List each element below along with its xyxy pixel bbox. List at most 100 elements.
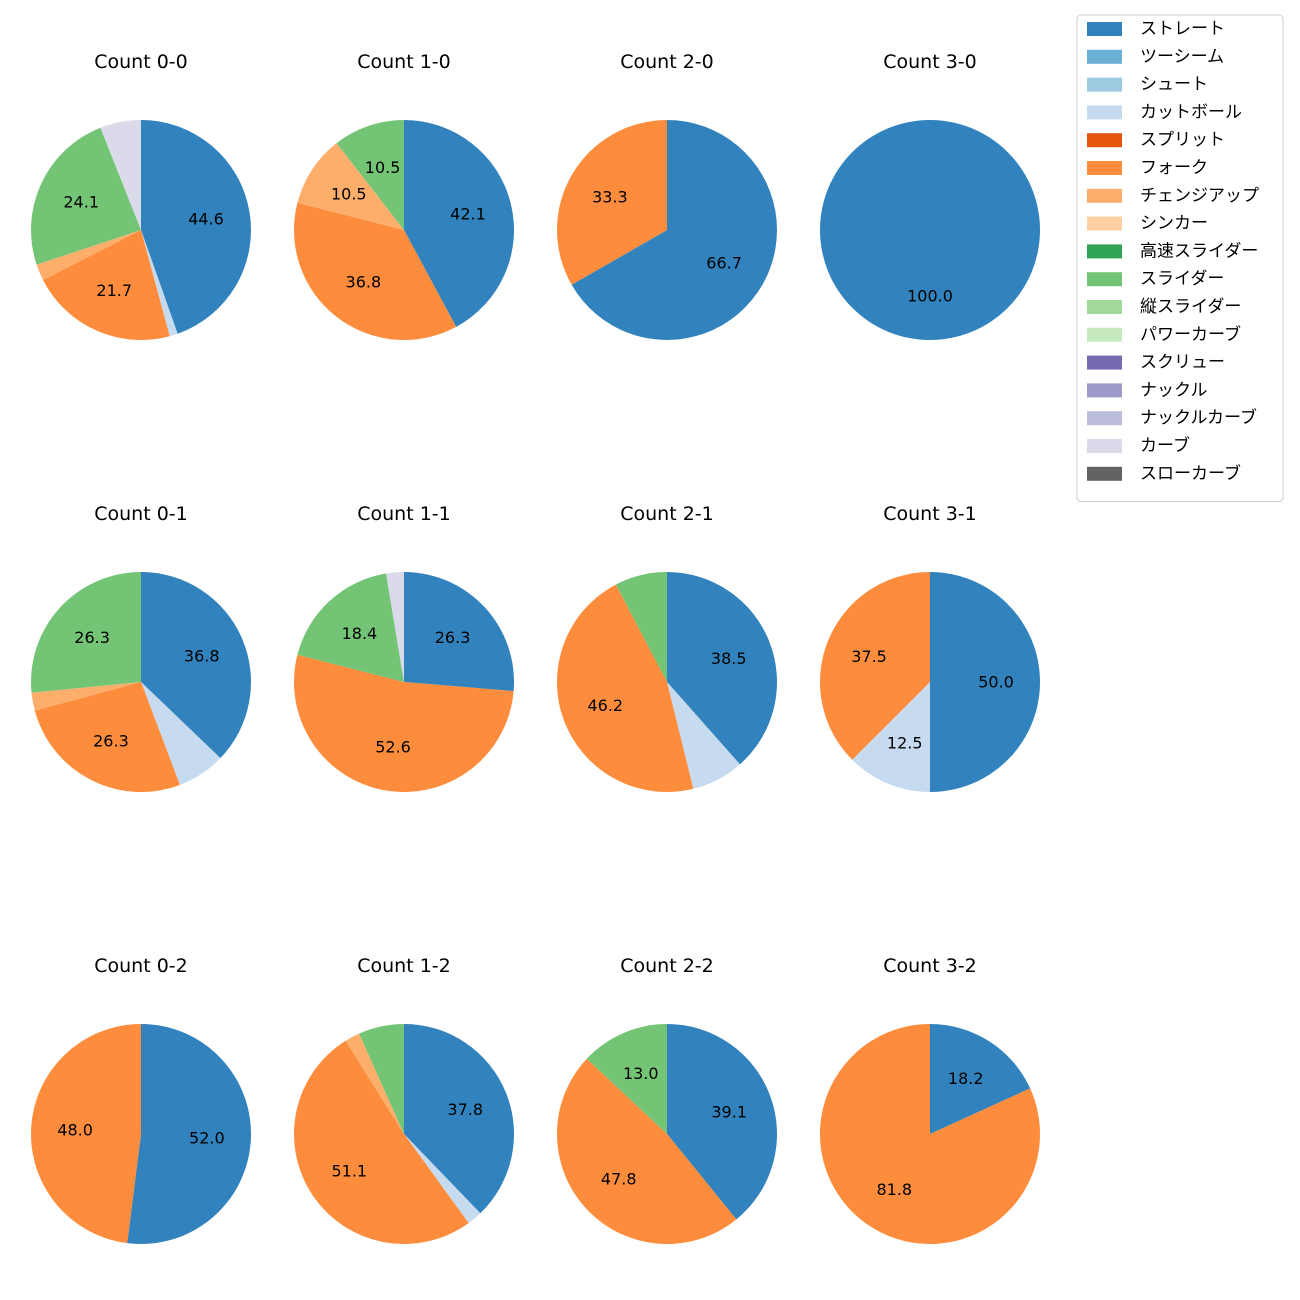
legend-item: スクリュー — [1087, 353, 1225, 373]
pie-slice-5 — [359, 1024, 404, 1134]
legend-item: ナックルカーブ — [1087, 407, 1257, 428]
legend-label: 高速スライダー — [1140, 241, 1258, 261]
legend-label: スローカーブ — [1140, 463, 1241, 484]
pie-slice-2 — [820, 1024, 1040, 1244]
legend: ストレートツーシームシュートカットボールスプリットフォークチェンジアップシンカー… — [1076, 14, 1284, 503]
pie-slice-1 — [141, 572, 251, 759]
legend-label: ツーシーム — [1140, 47, 1224, 67]
legend-swatch — [1087, 466, 1122, 481]
pie-title: Count 1-1 — [357, 503, 451, 525]
legend-item: 縦スライダー — [1087, 297, 1241, 317]
pie-chart-11: Count 2-2 39.1 47.8 13.0 — [556, 955, 777, 1245]
legend-item: スプリット — [1087, 130, 1225, 150]
legend-swatch — [1087, 272, 1122, 287]
pie-slice-1 — [404, 120, 514, 327]
pie-slice-6 — [100, 120, 141, 230]
pie-title: Count 3-2 — [883, 955, 977, 977]
legend-swatch — [1087, 411, 1122, 426]
legend-label: スプリット — [1140, 130, 1225, 150]
pie-title: Count 1-2 — [357, 955, 451, 977]
legend-swatch — [1087, 77, 1122, 92]
pie-slice-2 — [141, 230, 178, 337]
pie-chart-8: Count 3-1 50.0 12.5 37.5 — [820, 503, 1040, 792]
pie-title: Count 3-1 — [883, 503, 977, 525]
pie-title: Count 0-0 — [94, 51, 188, 73]
pie-charts: Count 0-0 44.6 21.7 24.1 Count 1-0 42.1 36.8 10… — [30, 51, 1040, 1245]
pie-slice-1 — [667, 1024, 777, 1220]
pie-slice-2 — [141, 682, 221, 785]
slice-value-label: 21.7 — [96, 281, 132, 300]
legend-frame — [1076, 14, 1284, 503]
pie-slice-2 — [294, 654, 514, 792]
slice-value-label: 26.3 — [74, 628, 110, 647]
legend-label: シュート — [1140, 75, 1208, 95]
legend-swatch — [1087, 22, 1122, 36]
pie-slice-4 — [615, 572, 667, 682]
legend-swatch — [1087, 133, 1122, 148]
legend-item: シンカー — [1087, 214, 1208, 234]
slice-value-label: 38.5 — [711, 649, 747, 668]
slice-value-label: 26.3 — [435, 628, 471, 647]
legend-swatch — [1087, 244, 1122, 259]
legend-item: カーブ — [1087, 435, 1190, 456]
slice-value-label: 46.2 — [587, 696, 623, 715]
pie-slice-3 — [586, 1024, 667, 1134]
pie-chart-10: Count 1-2 37.8 51.1 — [293, 955, 514, 1245]
slice-value-label: 24.1 — [63, 193, 99, 212]
pie-slice-4 — [31, 682, 141, 711]
slice-value-label: 12.5 — [887, 733, 923, 752]
legend-label: スクリュー — [1140, 353, 1225, 373]
legend-label: フォーク — [1140, 158, 1208, 178]
pie-title: Count 2-2 — [620, 955, 714, 977]
pie-slice-2 — [293, 202, 457, 341]
slice-value-label: 42.1 — [450, 204, 486, 223]
pie-slice-1 — [667, 572, 777, 765]
pie-slice-3 — [297, 143, 404, 230]
legend-label: ナックル — [1140, 380, 1208, 400]
pie-slice-3 — [293, 1040, 469, 1245]
slice-value-label: 39.1 — [711, 1102, 747, 1121]
pie-slice-2 — [667, 682, 740, 789]
pie-title: Count 1-0 — [357, 51, 451, 73]
slice-value-label: 13.0 — [623, 1064, 659, 1083]
legend-label: ナックルカーブ — [1140, 407, 1257, 428]
pie-slice-1 — [930, 572, 1040, 792]
pie-slice-1 — [404, 1024, 514, 1214]
pie-slice-2 — [556, 120, 667, 285]
pie-chart-5: Count 0-1 36.8 26.3 26.3 — [30, 503, 251, 792]
legend-swatch — [1087, 383, 1122, 398]
pie-chart-1: Count 0-0 44.6 21.7 24.1 — [30, 51, 251, 340]
pie-slice-4 — [345, 1033, 404, 1134]
slice-value-label: 10.5 — [365, 158, 401, 177]
legend-swatch — [1087, 105, 1122, 120]
slice-value-label: 18.2 — [948, 1069, 984, 1088]
pie-slice-4 — [36, 230, 141, 280]
legend-item: カットボール — [1087, 102, 1242, 122]
slice-value-label: 10.5 — [331, 184, 367, 203]
legend-label: シンカー — [1140, 214, 1208, 234]
pie-chart-6: Count 1-1 26.3 52.6 18.4 — [294, 503, 515, 792]
legend-item: シュート — [1087, 75, 1208, 95]
slice-value-label: 48.0 — [57, 1120, 93, 1139]
legend-item: ストレート — [1087, 19, 1225, 39]
legend-swatch — [1087, 216, 1122, 231]
legend-item: スライダー — [1087, 269, 1224, 289]
legend-label: カーブ — [1140, 435, 1190, 456]
legend-swatch — [1087, 161, 1122, 175]
slice-value-label: 51.1 — [331, 1161, 367, 1180]
pie-chart-7: Count 2-1 38.5 46.2 — [557, 503, 777, 792]
slice-value-label: 37.8 — [447, 1100, 483, 1119]
pie-slice-2 — [31, 1024, 141, 1244]
legend-label: ストレート — [1140, 19, 1225, 39]
legend-item: 高速スライダー — [1087, 241, 1258, 261]
pie-slice-3 — [557, 584, 694, 792]
legend-swatch — [1087, 49, 1122, 64]
pie-slice-2 — [852, 682, 930, 792]
legend-label: パワーカーブ — [1140, 324, 1241, 345]
slice-value-label: 52.0 — [189, 1129, 225, 1148]
slice-value-label: 100.0 — [907, 287, 953, 306]
pie-slice-3 — [297, 573, 404, 682]
legend-swatch — [1087, 327, 1122, 342]
pie-title: Count 3-0 — [883, 51, 977, 73]
